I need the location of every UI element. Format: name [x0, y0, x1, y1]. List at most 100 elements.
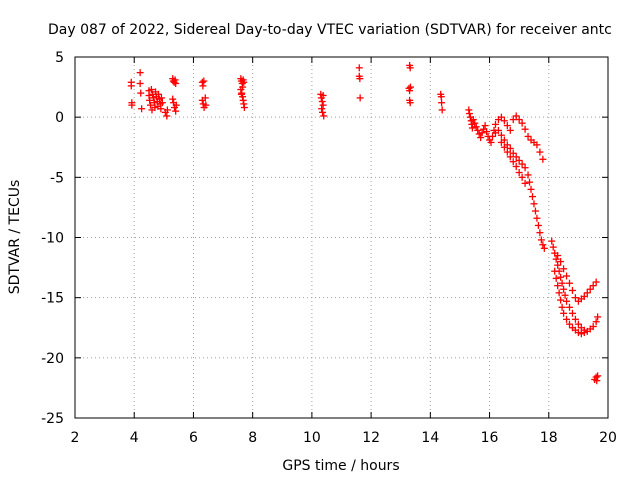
data-point — [201, 94, 209, 102]
data-point — [500, 117, 508, 125]
data-point — [163, 112, 171, 120]
data-point — [406, 99, 414, 107]
data-point — [571, 294, 579, 302]
data-point — [155, 90, 163, 98]
data-point — [533, 141, 541, 149]
data-point — [521, 179, 529, 187]
data-point — [481, 122, 489, 130]
data-point — [586, 285, 594, 293]
data-point — [483, 128, 491, 136]
data-point — [557, 273, 565, 281]
data-point — [500, 143, 508, 151]
data-point — [574, 320, 582, 328]
data-point — [560, 265, 568, 273]
x-tick-label: 10 — [303, 430, 321, 446]
data-point — [497, 131, 505, 139]
data-point — [549, 243, 557, 251]
data-point — [521, 125, 529, 133]
data-point — [172, 79, 180, 87]
data-point — [560, 285, 568, 293]
data-point — [518, 160, 526, 168]
data-point — [552, 274, 560, 282]
data-point — [489, 132, 497, 140]
data-point — [589, 323, 597, 331]
data-point — [320, 112, 328, 120]
x-tick-label: 4 — [130, 430, 139, 446]
y-tick-label: -15 — [41, 291, 64, 307]
data-point — [589, 282, 597, 290]
data-point — [172, 107, 180, 115]
data-point — [540, 244, 548, 252]
data-point — [592, 278, 600, 286]
x-tick-label: 2 — [71, 430, 80, 446]
data-point — [560, 309, 568, 317]
data-point — [474, 126, 482, 134]
data-point — [539, 241, 547, 249]
chart-title: Day 087 of 2022, Sidereal Day-to-day VTE… — [48, 22, 612, 38]
data-point — [471, 119, 479, 127]
data-point — [237, 90, 245, 98]
data-point — [319, 108, 327, 116]
data-point — [465, 110, 473, 118]
data-point — [594, 313, 602, 321]
data-point — [580, 329, 588, 337]
y-tick-label: -20 — [41, 351, 64, 367]
x-tick-label: 8 — [248, 430, 257, 446]
data-point — [554, 252, 562, 260]
data-point — [558, 303, 566, 311]
y-tick-label: -5 — [50, 170, 64, 186]
data-point — [566, 303, 574, 311]
data-point — [506, 153, 514, 161]
data-point — [539, 155, 547, 163]
data-point — [356, 75, 364, 83]
data-point — [503, 148, 511, 156]
grid-layer — [75, 57, 608, 418]
data-point — [592, 318, 600, 326]
data-point — [527, 185, 535, 193]
data-point — [136, 79, 144, 87]
y-tick-label: -25 — [41, 411, 64, 427]
data-point — [497, 113, 505, 121]
data-point — [580, 292, 588, 300]
data-point — [506, 144, 514, 152]
data-point — [551, 267, 559, 275]
data-point — [557, 296, 565, 304]
data-point — [202, 101, 210, 109]
data-point — [534, 221, 542, 229]
data-point — [136, 69, 144, 77]
data-point — [468, 124, 476, 132]
x-tick-label: 18 — [540, 430, 558, 446]
data-point — [240, 104, 248, 112]
data-point — [554, 282, 562, 290]
data-point — [566, 279, 574, 287]
data-point — [515, 156, 523, 164]
data-point — [478, 129, 486, 137]
data-point — [518, 119, 526, 127]
data-point — [515, 116, 523, 124]
data-point — [528, 193, 536, 201]
data-point — [509, 149, 517, 157]
y-tick-label: 0 — [55, 110, 64, 126]
data-point — [157, 105, 165, 113]
x-tick-label: 12 — [362, 430, 380, 446]
data-point — [568, 286, 576, 294]
data-point — [356, 94, 364, 102]
data-point — [548, 237, 556, 245]
data-point — [318, 105, 326, 113]
x-tick-label: 16 — [481, 430, 499, 446]
data-point — [583, 289, 591, 297]
data-point — [593, 377, 601, 385]
data-point — [509, 116, 517, 124]
data-point — [554, 261, 562, 269]
data-point — [469, 116, 477, 124]
y-axis-label: SDTVAR / TECUs — [7, 180, 23, 295]
data-point — [147, 101, 155, 109]
data-point — [594, 372, 602, 380]
data-point — [437, 93, 445, 101]
data-point — [240, 78, 248, 86]
tick-layer: 2 4 6 8 10 12 14 16 18 20 5 0 -5 -10 -15 -20 -25 — [41, 50, 617, 446]
x-tick-label: 20 — [599, 430, 617, 446]
data-point — [169, 95, 177, 103]
data-point — [533, 214, 541, 222]
